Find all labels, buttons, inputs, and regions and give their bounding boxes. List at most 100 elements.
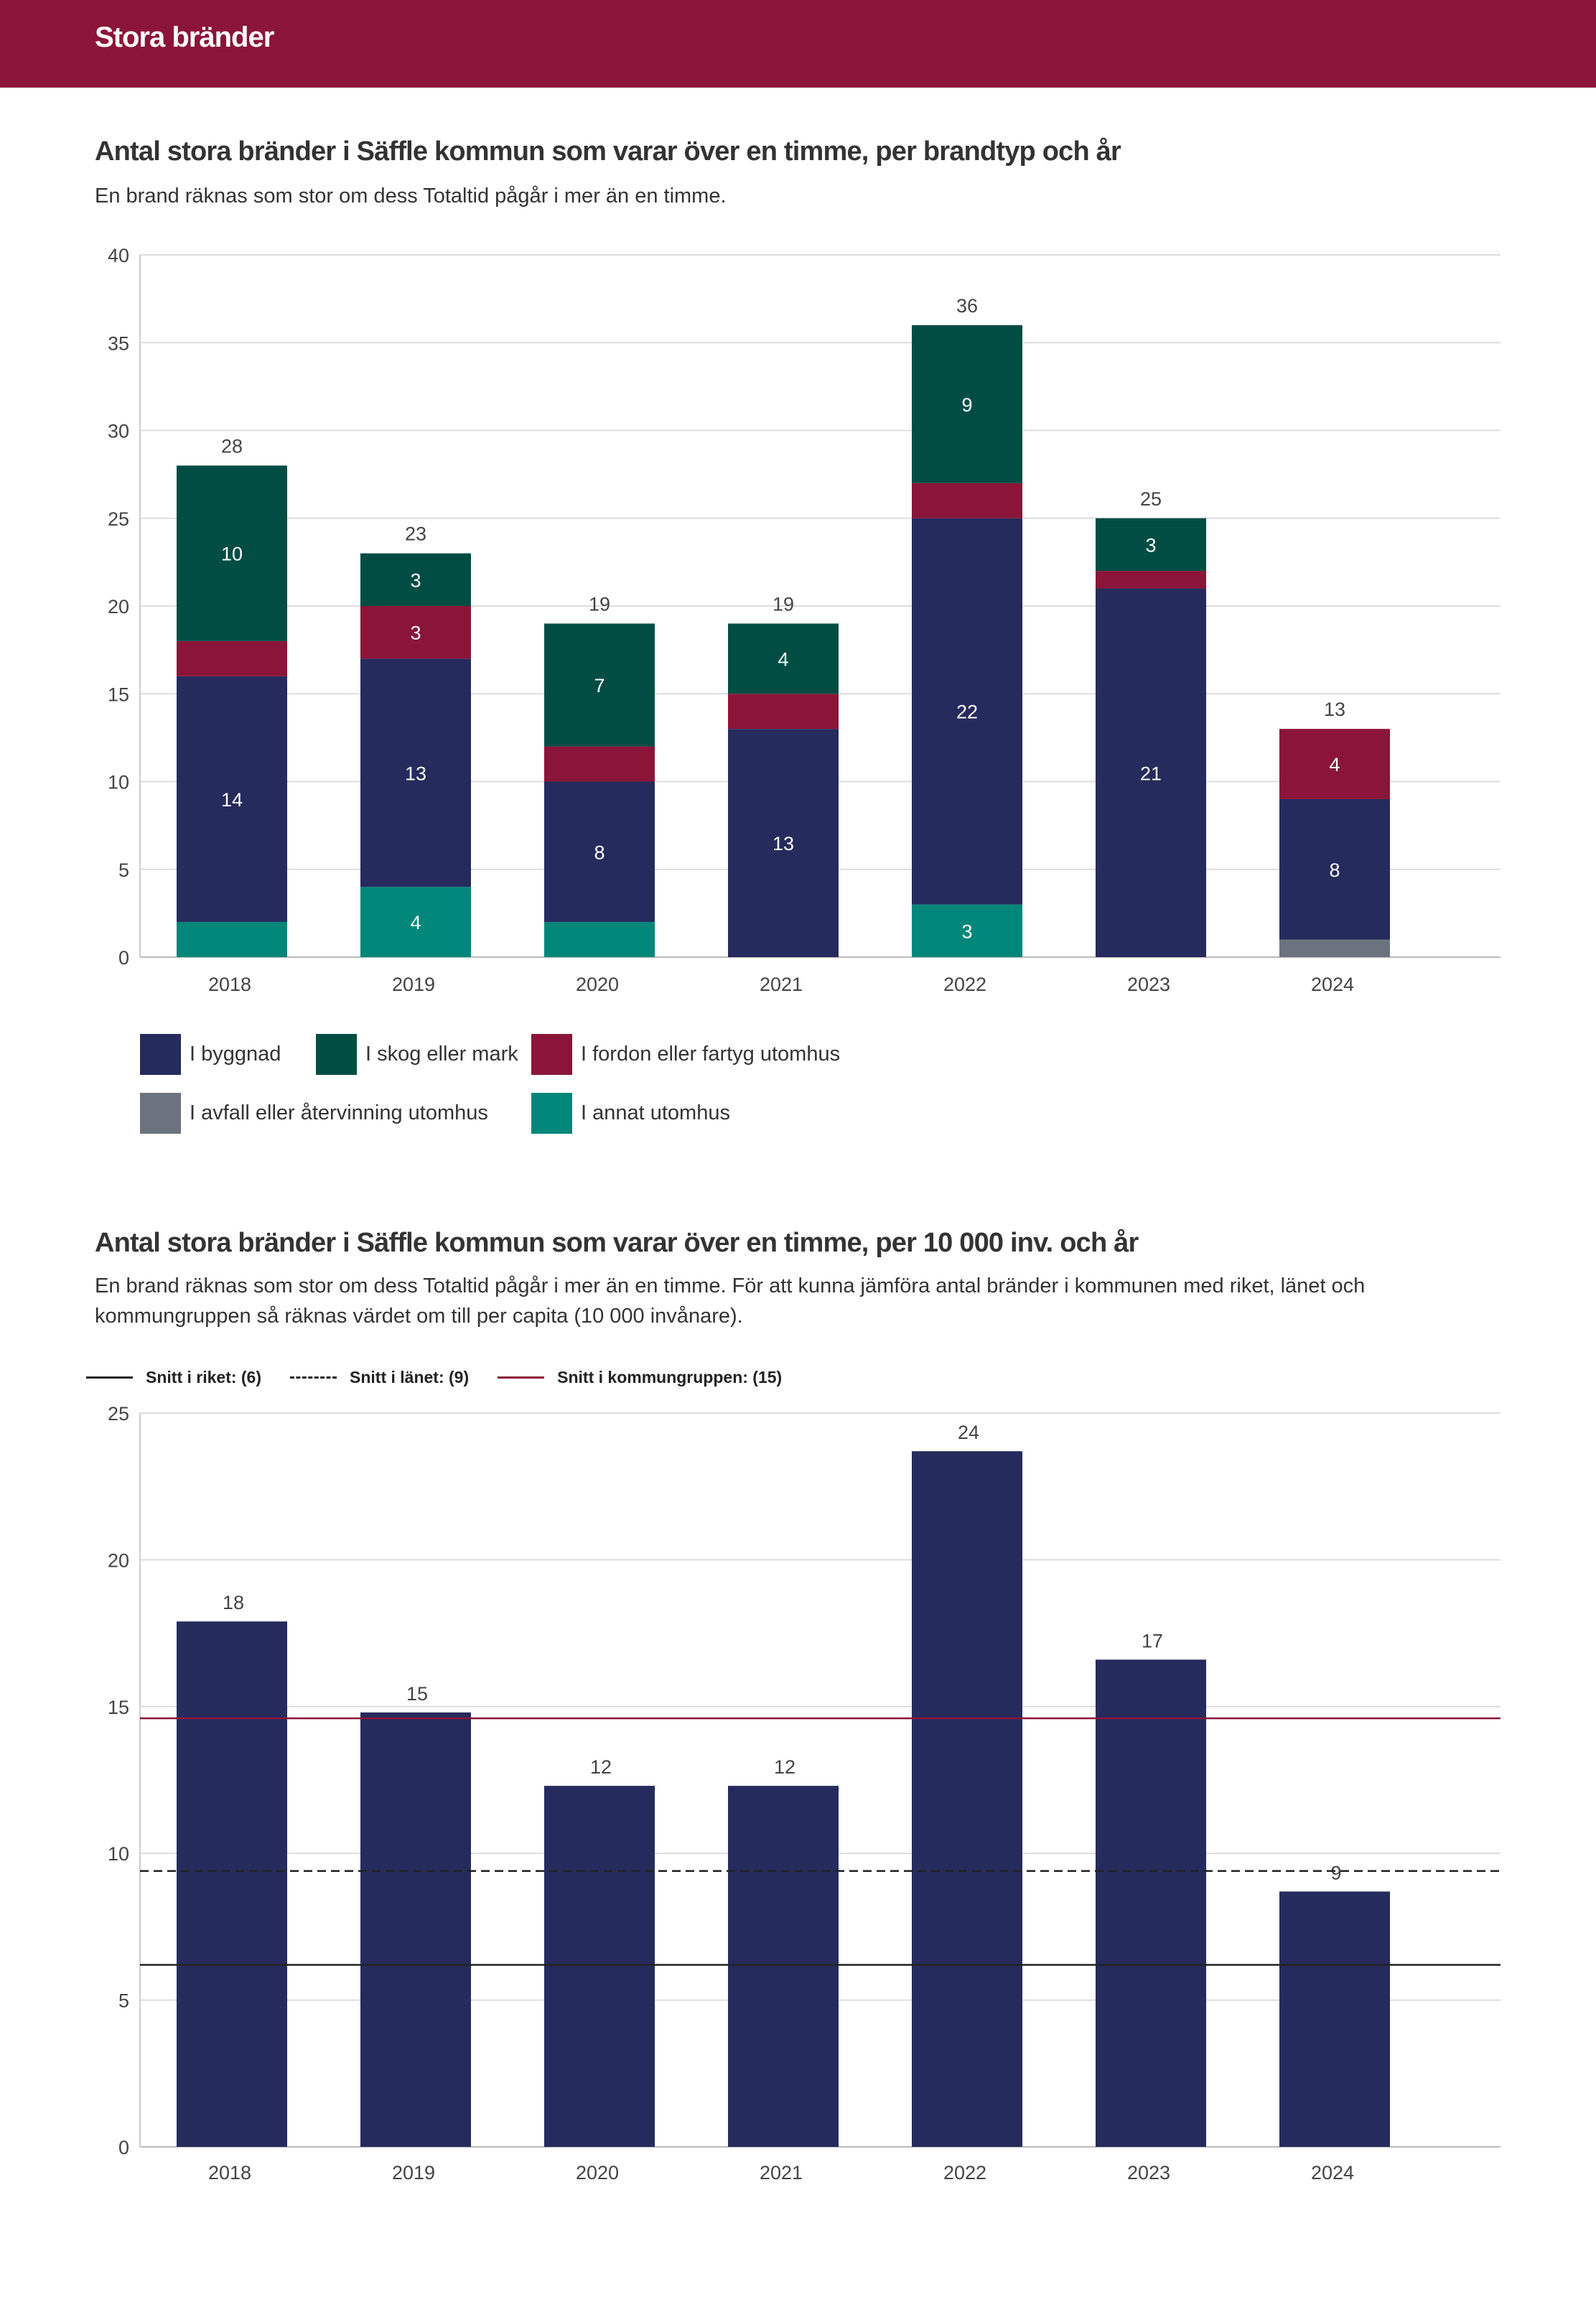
bar-segment-i-annat-utomhus bbox=[177, 922, 287, 957]
chart2-y-tick-label: 5 bbox=[118, 1990, 129, 2012]
bar-segment-i-byggnad bbox=[912, 518, 1022, 905]
segment-value-label: 8 bbox=[594, 842, 605, 863]
chart1-y-tick-label: 20 bbox=[108, 596, 129, 617]
chart1-y-tick-label: 35 bbox=[108, 332, 129, 354]
x-tick-label: 2022 bbox=[943, 974, 986, 995]
chart1-y-tick-label: 10 bbox=[108, 772, 129, 793]
segment-value-label: 10 bbox=[221, 544, 243, 565]
bar-segment-i-skog-eller-mark bbox=[728, 623, 839, 694]
bar-segment-i-fordon-eller-fartyg-utomhus bbox=[1279, 729, 1390, 799]
x-tick-label: 2018 bbox=[208, 2162, 251, 2184]
chart2-y-tick-label: 20 bbox=[108, 1549, 129, 1571]
legend-line-sample bbox=[86, 1376, 133, 1379]
legend-item[interactable]: I avfall eller återvinning utomhus bbox=[140, 1093, 488, 1134]
chart2-y-tick-label: 10 bbox=[108, 1843, 129, 1865]
x-tick-label: 2020 bbox=[576, 974, 619, 995]
segment-value-label: 22 bbox=[956, 702, 978, 723]
legend-label: I fordon eller fartyg utomhus bbox=[581, 1043, 841, 1066]
segment-value-label: 14 bbox=[221, 789, 243, 811]
chart2-title: Antal stora bränder i Säffle kommun som … bbox=[95, 1228, 1139, 1258]
legend-label: Snitt i länet: (9) bbox=[350, 1368, 470, 1386]
bar bbox=[912, 1451, 1022, 2147]
bar-total-label: 36 bbox=[956, 295, 978, 317]
legend-item[interactable]: Snitt i kommungruppen: (15) bbox=[498, 1368, 782, 1387]
bar-segment-i-avfall-eller-tervinning-utomhus bbox=[1279, 939, 1390, 957]
legend-label: Snitt i kommungruppen: (15) bbox=[557, 1368, 783, 1386]
bar-value-label: 12 bbox=[774, 1756, 795, 1778]
bar-segment-i-fordon-eller-fartyg-utomhus bbox=[544, 746, 655, 782]
legend-item[interactable]: I skog eller mark bbox=[316, 1034, 518, 1075]
chart1-title: Antal stora bränder i Säffle kommun som … bbox=[95, 136, 1121, 167]
chart1-y-tick-label: 15 bbox=[108, 684, 129, 705]
chart1-subtitle: En brand räknas som stor om dess Totalti… bbox=[95, 185, 727, 208]
chart1-y-tick-label: 0 bbox=[118, 947, 129, 969]
chart2-y-tick-label: 25 bbox=[108, 1403, 129, 1425]
bar-total-label: 28 bbox=[221, 435, 243, 457]
bar-segment-i-skog-eller-mark bbox=[177, 465, 287, 641]
segment-value-label: 8 bbox=[1329, 859, 1340, 881]
legend-item[interactable]: Snitt i länet: (9) bbox=[290, 1368, 469, 1387]
section-title: Stora bränder bbox=[95, 22, 274, 53]
x-tick-label: 2019 bbox=[392, 2162, 435, 2184]
x-tick-label: 2020 bbox=[576, 2162, 619, 2184]
bar-segment-i-byggnad bbox=[544, 781, 655, 923]
segment-value-label: 4 bbox=[1329, 754, 1340, 775]
bar-total-label: 19 bbox=[589, 593, 610, 615]
x-tick-label: 2023 bbox=[1127, 974, 1170, 995]
x-tick-label: 2021 bbox=[760, 974, 803, 995]
segment-value-label: 13 bbox=[773, 833, 794, 854]
bar-segment-i-byggnad bbox=[177, 676, 287, 923]
bar bbox=[177, 1621, 287, 2147]
x-tick-label: 2019 bbox=[392, 974, 435, 995]
x-tick-label: 2018 bbox=[208, 974, 251, 995]
segment-value-label: 3 bbox=[1145, 534, 1156, 556]
bar-segment-i-byggnad bbox=[728, 729, 839, 957]
chart2-y-tick-label: 0 bbox=[118, 2137, 129, 2158]
bar-value-label: 15 bbox=[406, 1683, 428, 1705]
chart2-y-tick-label: 15 bbox=[108, 1697, 129, 1718]
segment-value-label: 3 bbox=[410, 623, 421, 644]
segment-value-label: 4 bbox=[410, 912, 421, 933]
bar-segment-i-byggnad bbox=[1096, 588, 1206, 957]
chart2-legend: Snitt i riket: (6) Snitt i länet: (9) Snit… bbox=[86, 1368, 811, 1387]
bar bbox=[728, 1786, 839, 2147]
bar-segment-i-skog-eller-mark bbox=[912, 325, 1022, 483]
legend-item[interactable]: I annat utomhus bbox=[531, 1093, 730, 1134]
per-capita-bar-chart: 0 5 10 15 20 25 18 2018 15 2019 12 2020 12 2021 24 2022… bbox=[108, 1403, 1501, 2184]
legend-line-sample bbox=[290, 1376, 337, 1379]
segment-value-label: 9 bbox=[961, 394, 972, 416]
legend-line-sample bbox=[498, 1376, 545, 1379]
segment-value-label: 13 bbox=[405, 763, 426, 784]
bar-segment-i-annat-utomhus bbox=[544, 922, 655, 957]
legend-label: I byggnad bbox=[190, 1043, 281, 1066]
bar-segment-i-annat-utomhus bbox=[360, 887, 471, 957]
bar bbox=[360, 1712, 471, 2147]
x-tick-label: 2024 bbox=[1311, 2162, 1354, 2184]
segment-value-label: 4 bbox=[778, 648, 788, 670]
segment-value-label: 21 bbox=[1140, 763, 1162, 784]
legend-swatch bbox=[316, 1034, 357, 1075]
chart1-y-tick-label: 40 bbox=[108, 245, 129, 266]
x-tick-label: 2023 bbox=[1127, 2162, 1170, 2184]
bar bbox=[1279, 1891, 1390, 2147]
legend-item[interactable]: I fordon eller fartyg utomhus bbox=[531, 1034, 840, 1075]
section-header: Stora bränder bbox=[0, 0, 1596, 88]
segment-value-label: 7 bbox=[594, 675, 605, 696]
chart1-y-tick-label: 30 bbox=[108, 421, 129, 442]
bar-value-label: 17 bbox=[1142, 1630, 1163, 1651]
bar-segment-i-fordon-eller-fartyg-utomhus bbox=[1096, 571, 1206, 589]
chart1-y-tick-label: 25 bbox=[108, 508, 129, 530]
bar-segment-i-fordon-eller-fartyg-utomhus bbox=[912, 483, 1022, 518]
legend-item[interactable]: Snitt i riket: (6) bbox=[86, 1368, 261, 1387]
x-tick-label: 2022 bbox=[943, 2162, 986, 2184]
bar-value-label: 9 bbox=[1330, 1862, 1341, 1883]
chart1-y-tick-label: 5 bbox=[118, 859, 129, 881]
legend-item[interactable]: I byggnad bbox=[140, 1034, 281, 1075]
x-tick-label: 2024 bbox=[1311, 974, 1354, 995]
bar-total-label: 23 bbox=[405, 523, 426, 545]
bar-total-label: 13 bbox=[1324, 699, 1345, 720]
chart2-subtitle: En brand räknas som stor om dess Totalti… bbox=[95, 1274, 1366, 1328]
bar-segment-i-annat-utomhus bbox=[912, 904, 1022, 957]
bar-total-label: 19 bbox=[773, 593, 794, 615]
legend-swatch bbox=[531, 1093, 572, 1134]
